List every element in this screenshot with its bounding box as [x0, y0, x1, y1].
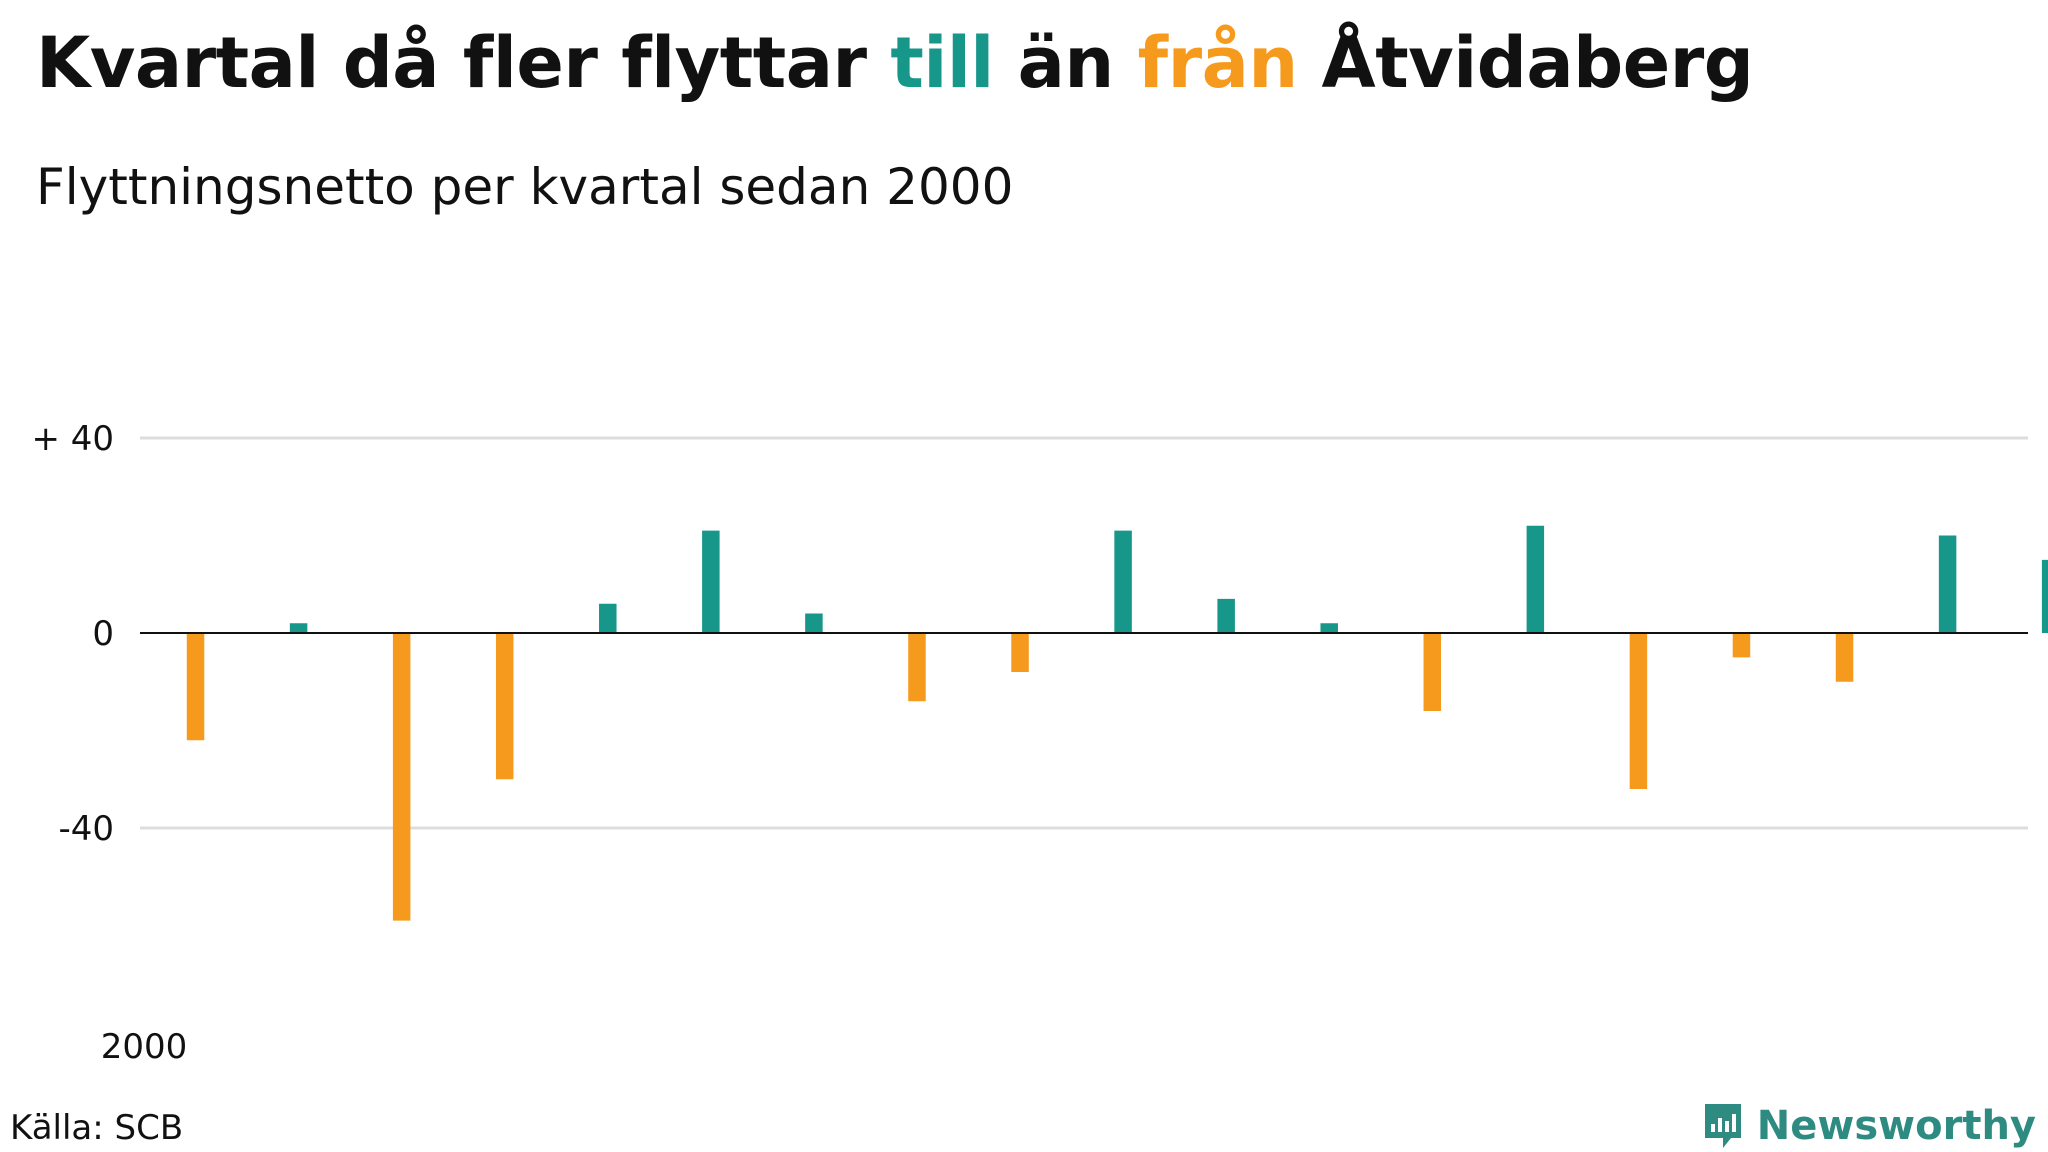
y-axis-ticks: + 40 0 -40	[31, 419, 114, 849]
bars	[186, 525, 2048, 921]
bar	[186, 633, 205, 741]
title-part-1: Kvartal då fler flyttar	[36, 22, 891, 104]
brand-logo: Newsworthy	[1701, 1100, 2036, 1152]
bar-chart: + 40 0 -40 20002005201020152020	[31, 419, 2048, 1067]
bar	[1217, 598, 1235, 633]
chart-title: Kvartal då fler flyttar till än från Åtv…	[36, 22, 1754, 104]
brand-name: Newsworthy	[1756, 1103, 2036, 1149]
grid-lines	[140, 436, 2028, 830]
bar	[599, 603, 617, 633]
bar	[1423, 633, 1442, 711]
title-part-2: än	[993, 22, 1138, 104]
title-fran: från	[1137, 22, 1299, 104]
bar	[1629, 633, 1648, 789]
newsworthy-logo-icon	[1704, 1104, 1741, 1148]
source-note: Källa: SCB	[10, 1108, 184, 1148]
title-part-3: Åtvidaberg	[1297, 22, 1754, 104]
bar	[289, 623, 308, 633]
bar	[702, 530, 720, 633]
y-tick-label: 0	[92, 614, 114, 654]
bar	[805, 613, 823, 633]
title-till: till	[890, 22, 994, 104]
bar	[1938, 535, 1957, 633]
bar	[495, 633, 514, 780]
bar	[908, 633, 926, 702]
x-axis-ticks: 20002005201020152020	[101, 1027, 188, 1067]
bar	[392, 633, 411, 921]
bar	[1732, 633, 1751, 658]
bar	[1835, 633, 1854, 682]
x-tick-label: 2000	[101, 1027, 188, 1067]
bar	[1011, 633, 1029, 672]
bar	[2041, 559, 2048, 633]
y-tick-label: -40	[58, 809, 114, 849]
bar	[1114, 530, 1132, 633]
bar	[1526, 525, 1545, 633]
chart-subtitle: Flyttningsnetto per kvartal sedan 2000	[36, 158, 1014, 216]
bar	[1320, 623, 1338, 633]
y-tick-label: + 40	[31, 419, 114, 459]
